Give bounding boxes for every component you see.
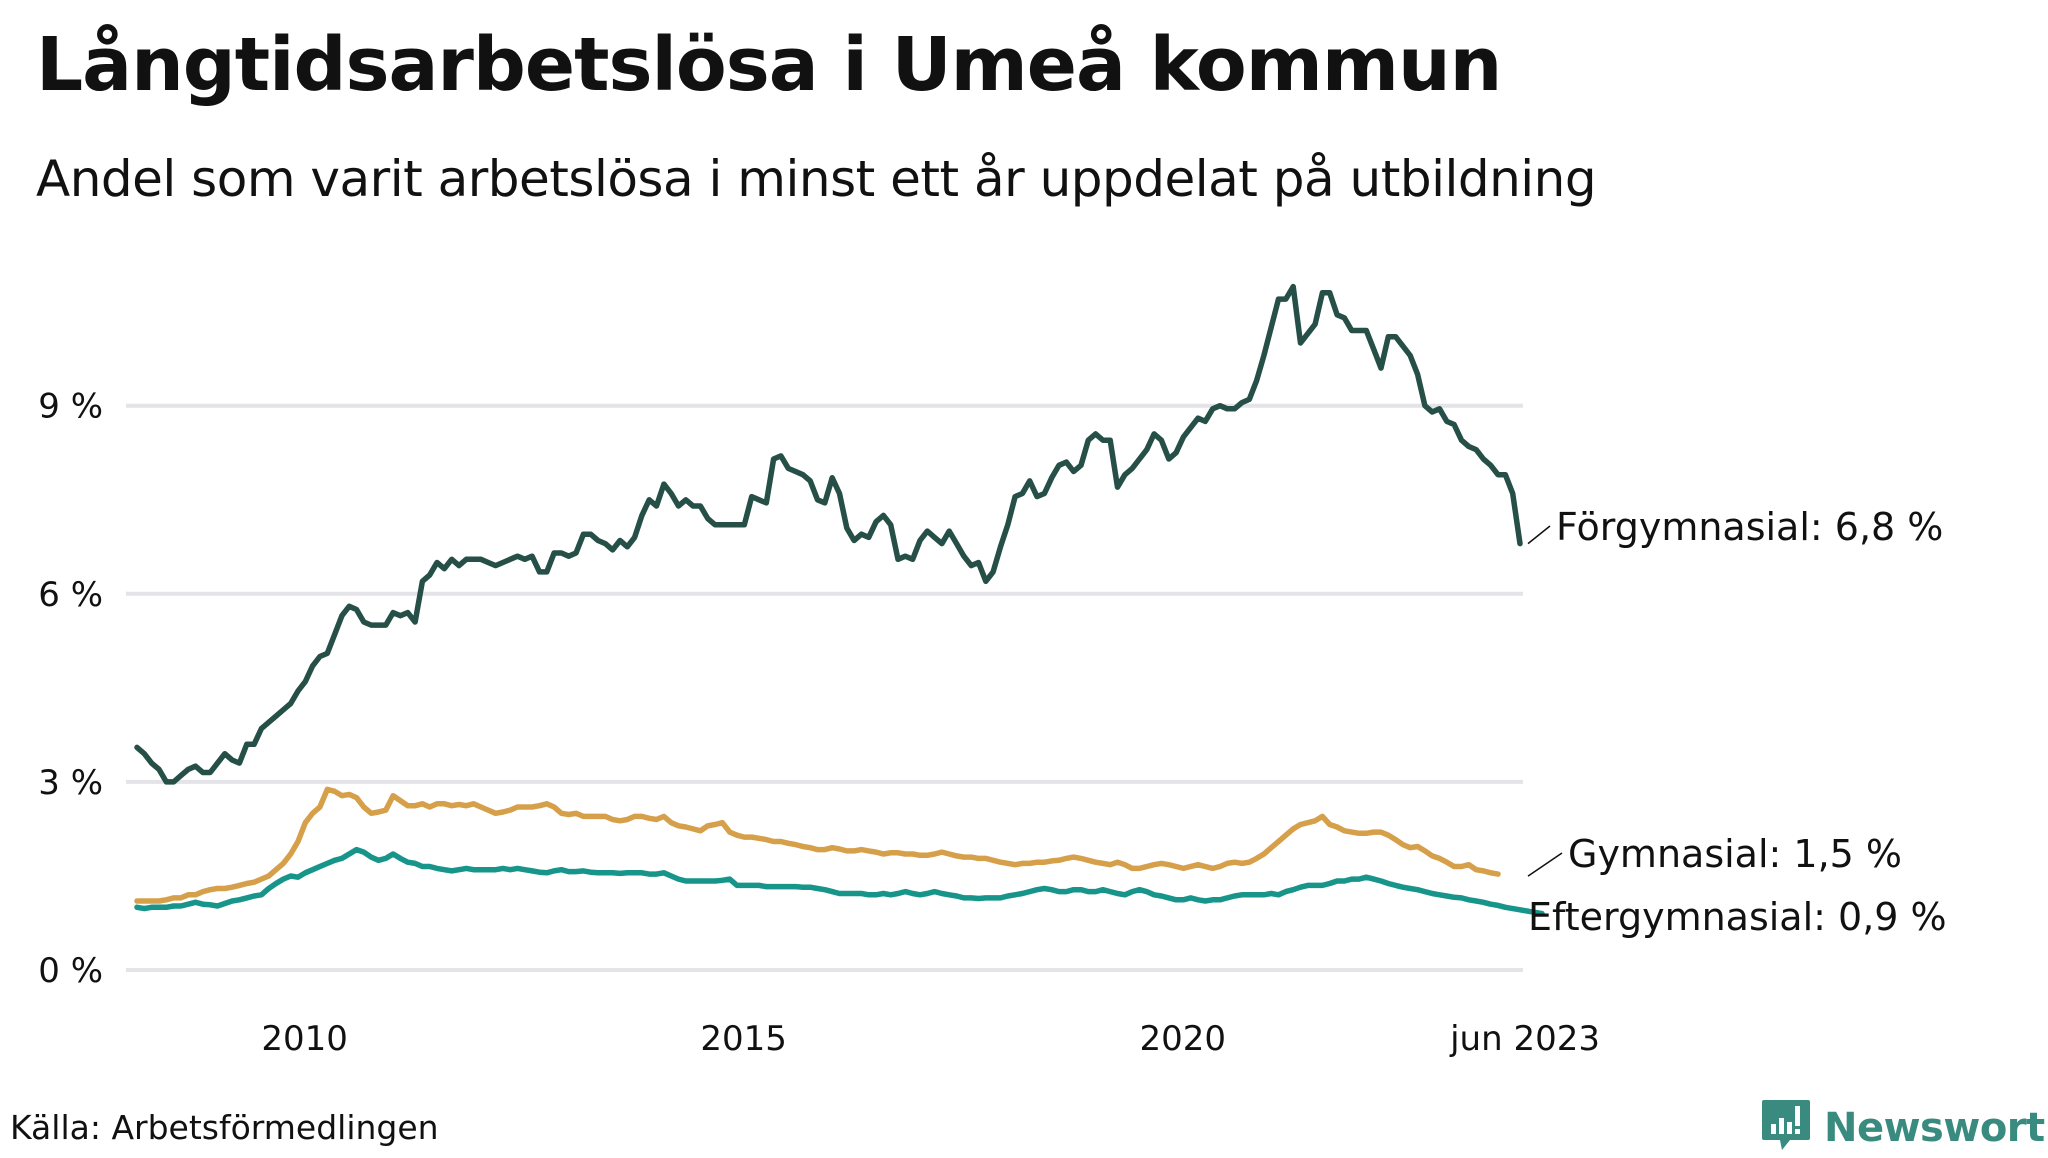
end-label-förgymnasial: Förgymnasial: 6,8 % [1556,505,1943,549]
chart-subtitle: Andel som varit arbetslösa i minst ett å… [36,150,1597,208]
y-axis-ticks: 0 % 3 % 6 % 9 % [38,387,103,991]
label-connector [1527,525,1551,545]
series-lines [134,283,1545,917]
brand-name: Newsworthy [1824,1105,2048,1151]
end-label-gymnasial: Gymnasial: 1,5 % [1568,832,1902,876]
source-note: Källa: Arbetsförmedlingen [10,1108,439,1147]
x-tick-label: 2010 [261,1019,348,1059]
y-tick-label: 3 % [38,763,103,803]
chart-title: Långtidsarbetslösa i Umeå kommun [36,22,1502,108]
newsworthy-logo[interactable]: Newsworthy [1760,1098,2048,1158]
x-tick-label: jun 2023 [1449,1019,1600,1059]
gridlines [126,403,1523,972]
x-axis-ticks: 2010 2015 2020 jun 2023 [261,1019,1600,1059]
series-line-gymnasial [134,786,1501,904]
y-tick-label: 9 % [38,387,103,427]
y-tick-label: 0 % [38,951,103,991]
y-tick-label: 6 % [38,575,103,615]
series-line-förgymnasial [134,283,1523,785]
bar-chart-speech-bubble-icon [1760,1098,1812,1158]
end-label-eftergymnasial: Eftergymnasial: 0,9 % [1528,895,1947,939]
x-tick-label: 2015 [700,1019,787,1059]
series-line-eftergymnasial [134,846,1545,917]
end-labels: Förgymnasial: 6,8 % Gymnasial: 1,5 % Efter… [1527,505,1947,939]
x-tick-label: 2020 [1139,1019,1226,1059]
label-connector [1527,852,1563,877]
